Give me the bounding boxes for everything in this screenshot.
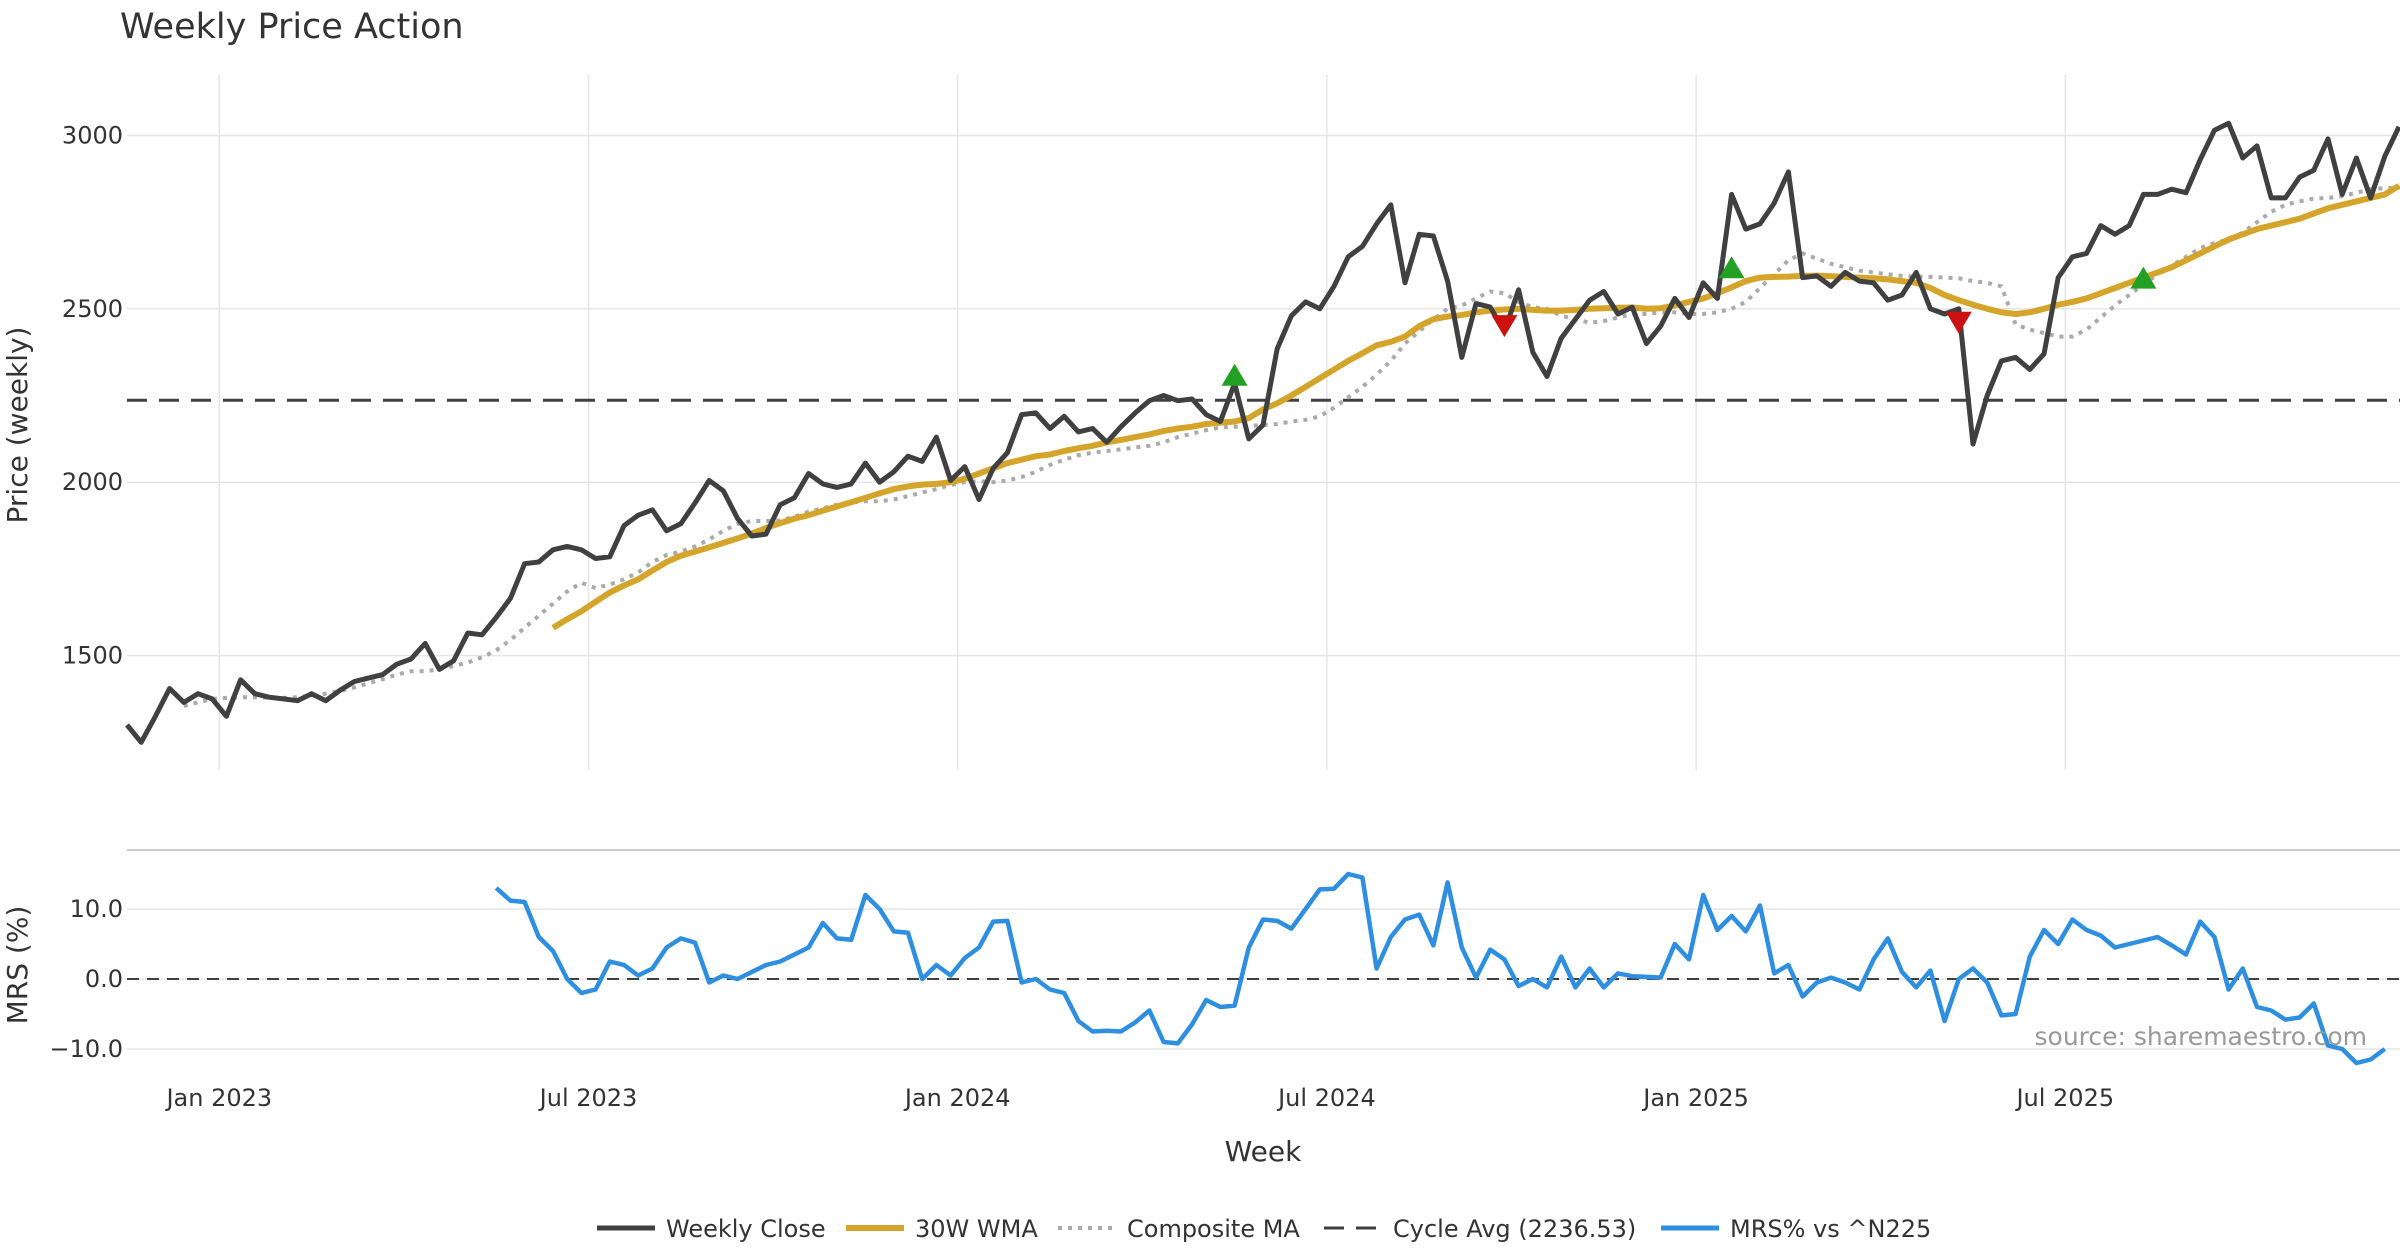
- mrs-y-tick-label: 0.0: [85, 965, 123, 993]
- x-axis-label: Week: [1225, 1135, 1302, 1168]
- x-tick-label: Jan 2024: [903, 1084, 1011, 1112]
- legend-label: MRS% vs ^N225: [1730, 1215, 1931, 1243]
- buy-signal-marker: [2130, 266, 2157, 289]
- chart-title: Weekly Price Action: [120, 7, 464, 47]
- x-tick-label: Jan 2025: [1641, 1084, 1749, 1112]
- legend-label: Composite MA: [1127, 1215, 1300, 1243]
- buy-signal-marker: [1718, 256, 1745, 279]
- mrs-y-axis-label: MRS (%): [1, 906, 34, 1025]
- wma-30w-line: [551, 183, 2400, 631]
- buy-signal-marker: [1221, 363, 1248, 386]
- sell-signal-marker: [1945, 311, 1972, 334]
- x-ticks: Jan 2023 Jul 2023 Jan 2024 Jul 2024 Jan 2025…: [164, 1084, 2114, 1112]
- price-y-tick-label: 2500: [62, 295, 123, 323]
- mrs-y-tick-label: 10.0: [70, 895, 123, 923]
- x-tick-label: Jul 2024: [1276, 1084, 1376, 1112]
- price-y-tick-label: 3000: [62, 121, 123, 149]
- x-tick-label: Jul 2025: [2014, 1084, 2114, 1112]
- sell-signal-marker: [1491, 315, 1518, 338]
- x-tick-label: Jan 2023: [164, 1084, 272, 1112]
- mrs-line: [494, 871, 2387, 1066]
- legend-label: 30W WMA: [915, 1215, 1038, 1243]
- mrs-y-tick-label: −10.0: [49, 1035, 123, 1063]
- source-note: source: sharemaestro.com: [2035, 1022, 2368, 1051]
- price-gridlines: [127, 75, 2400, 770]
- price-y-tick-label: 2000: [62, 468, 123, 496]
- price-y-axis-label: Price (weekly): [1, 327, 34, 524]
- legend-label: Weekly Close: [666, 1215, 826, 1243]
- signal-markers: [1221, 256, 2157, 386]
- mrs-gridlines: [127, 908, 2400, 1050]
- legend-label: Cycle Avg (2236.53): [1393, 1215, 1636, 1243]
- mrs-y-ticks: 10.0 0.0 −10.0: [49, 895, 123, 1063]
- weekly-close-line: [125, 120, 2400, 745]
- price-y-tick-label: 1500: [62, 642, 123, 670]
- legend: Weekly Close 30W WMA Composite MA Cycle Avg…: [597, 1215, 1931, 1243]
- price-y-ticks: 1500 2000 2500 3000: [62, 121, 123, 669]
- x-tick-label: Jul 2023: [538, 1084, 638, 1112]
